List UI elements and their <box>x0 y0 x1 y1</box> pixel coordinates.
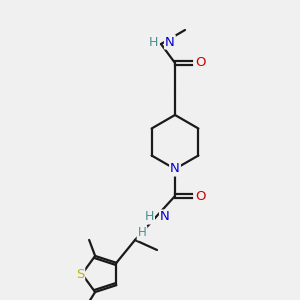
Text: H: H <box>145 211 154 224</box>
Text: N: N <box>170 163 180 176</box>
Text: O: O <box>195 56 205 70</box>
Text: N: N <box>165 35 175 49</box>
Text: N: N <box>160 211 170 224</box>
Text: S: S <box>76 268 84 281</box>
Text: O: O <box>195 190 205 202</box>
Text: H: H <box>148 35 158 49</box>
Text: H: H <box>138 226 146 239</box>
